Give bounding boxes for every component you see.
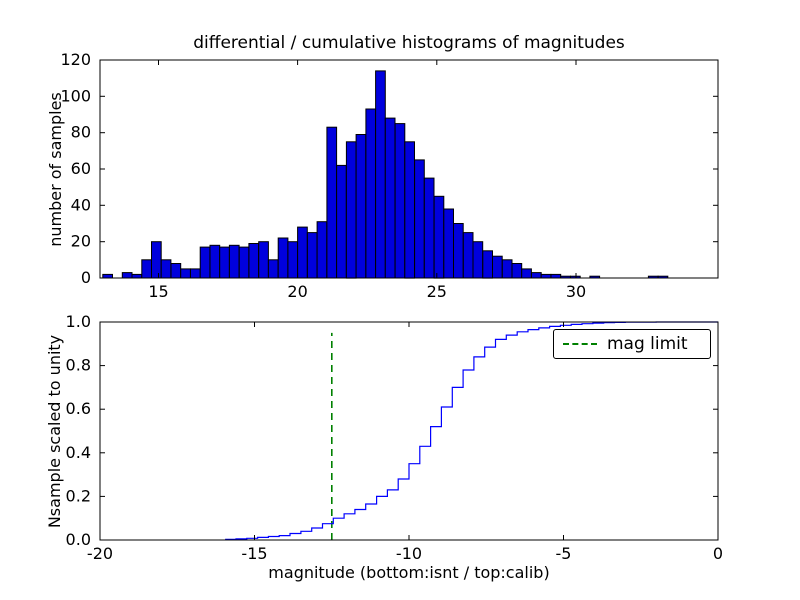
- histogram-bar: [482, 250, 493, 279]
- y-tick-label: 0: [81, 268, 91, 287]
- histogram-bar: [414, 159, 425, 279]
- histogram-bar: [394, 123, 406, 279]
- histogram-bar: [404, 141, 415, 279]
- y-tick-label: 0.0: [66, 530, 91, 549]
- legend-label: mag limit: [607, 334, 688, 354]
- bottom-xlabel: magnitude (bottom:isnt / top:calib): [268, 563, 550, 582]
- histogram-bar: [121, 272, 133, 279]
- histogram-bar: [199, 246, 211, 279]
- histogram-bar: [501, 259, 513, 279]
- chart-title: differential / cumulative histograms of …: [193, 33, 625, 53]
- x-tick-label: -15: [241, 544, 267, 563]
- y-tick-label: 20: [71, 232, 91, 251]
- histogram-bar: [228, 244, 240, 279]
- histogram-bar: [219, 246, 230, 279]
- x-tick-label: 25: [427, 282, 447, 301]
- y-tick-label: 100: [60, 86, 91, 105]
- histogram-bar: [336, 164, 347, 279]
- histogram-bar: [550, 273, 562, 279]
- histogram-bar: [433, 195, 445, 279]
- histogram-bar: [151, 241, 162, 279]
- histogram-bar: [345, 141, 357, 279]
- histogram-bar: [102, 273, 114, 279]
- x-tick-label: 20: [287, 282, 307, 301]
- histogram-bar: [472, 241, 484, 279]
- histogram-bar: [384, 117, 396, 279]
- y-tick-label: 60: [71, 159, 91, 178]
- histogram-bar: [258, 241, 269, 279]
- histogram-bar: [277, 237, 289, 279]
- bottom-ylabel-box: Nsample scaled to unity: [42, 322, 68, 540]
- histogram-bars: [102, 70, 669, 279]
- histogram-bar: [365, 108, 377, 279]
- y-tick-label: 40: [71, 195, 91, 214]
- histogram-bar: [443, 208, 454, 279]
- histogram-bar: [375, 70, 386, 279]
- y-tick-label: 0.6: [66, 399, 91, 418]
- histogram-bar: [297, 226, 308, 279]
- histogram-bar: [423, 177, 435, 279]
- y-tick-label: 120: [60, 50, 91, 69]
- histogram-bar: [531, 272, 542, 279]
- x-tick-label: -5: [556, 544, 572, 563]
- x-tick-label: 15: [148, 282, 168, 301]
- histogram-bar: [190, 268, 201, 279]
- histogram-bar: [326, 126, 338, 279]
- dashed-line-sample-icon: [563, 343, 597, 345]
- histogram-bar: [462, 232, 474, 279]
- legend: mag limit: [553, 329, 711, 359]
- y-tick-label: 0.4: [66, 443, 91, 462]
- x-tick-label: 30: [566, 282, 586, 301]
- x-tick-label: -10: [396, 544, 422, 563]
- histogram-bar: [160, 259, 172, 279]
- y-tick-label: 1.0: [66, 312, 91, 331]
- x-tick-label: -20: [87, 544, 113, 563]
- histogram-bar: [131, 273, 143, 279]
- bottom-ylabel: Nsample scaled to unity: [45, 334, 65, 528]
- histogram-bar: [540, 273, 552, 279]
- histogram-bar: [453, 223, 464, 279]
- histogram-bar: [180, 268, 191, 279]
- cumulative-step-line: [225, 321, 718, 540]
- axes-frame-and-ticks: -20 -15 -10 -5 0 0.0 0.2 0.4 0.6 0.8 1.0: [66, 312, 724, 563]
- histogram-bar: [511, 263, 523, 279]
- top-ylabel: number of samples: [45, 91, 65, 247]
- histogram-bar: [170, 263, 182, 279]
- x-tick-label: 0: [713, 544, 723, 563]
- y-tick-label: 0.2: [66, 486, 91, 505]
- histogram-bar: [267, 259, 279, 279]
- histogram-bar: [287, 241, 299, 279]
- histogram-bar: [521, 268, 532, 279]
- histogram-bar: [248, 243, 260, 279]
- top-ylabel-box: number of samples: [42, 60, 68, 278]
- histogram-bar: [492, 255, 503, 279]
- axes-frame-and-ticks: 15 20 25 30 0 20 40 60 80 100 120: [60, 50, 719, 301]
- histogram-bar: [316, 221, 328, 279]
- histogram-bar: [209, 244, 221, 279]
- histogram-bar: [355, 134, 367, 279]
- histogram-bar: [238, 246, 250, 279]
- y-tick-label: 80: [71, 123, 91, 142]
- histogram-bar: [141, 259, 153, 279]
- histogram-bar: [306, 232, 318, 279]
- y-tick-label: 0.8: [66, 356, 91, 375]
